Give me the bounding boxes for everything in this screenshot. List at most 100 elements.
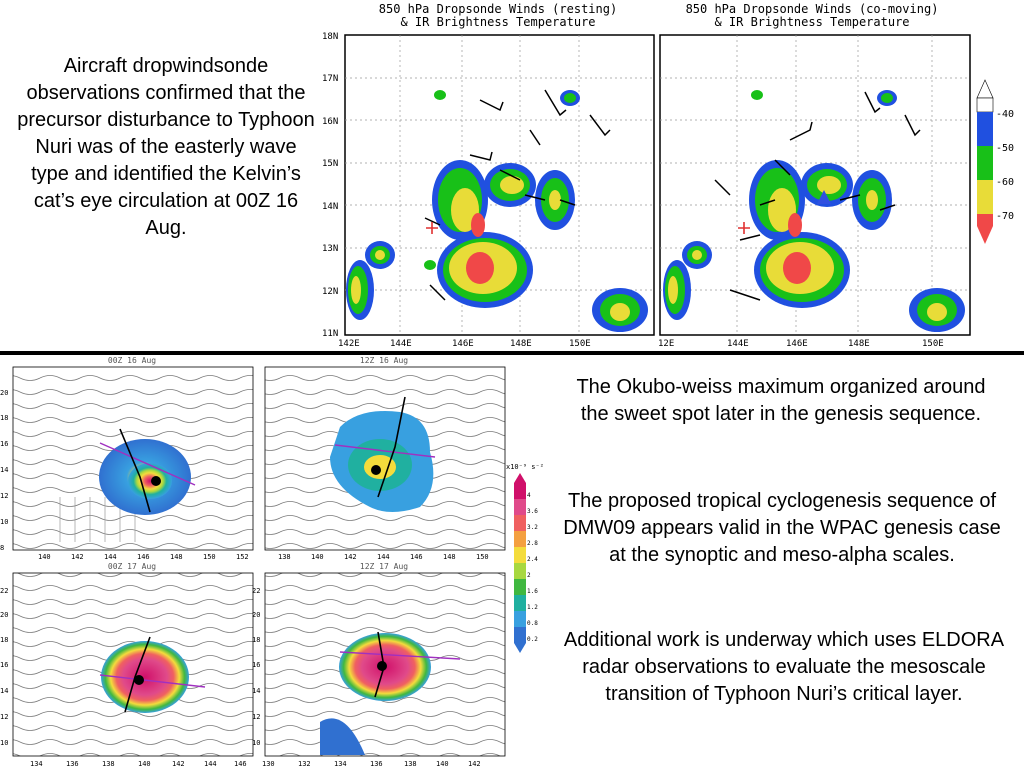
svg-text:150E: 150E [569, 339, 591, 349]
svg-text:11N: 11N [322, 329, 338, 339]
intro-paragraph: Aircraft dropwindsonde observations conf… [17, 55, 315, 239]
svg-text:x10⁻⁹ s⁻²: x10⁻⁹ s⁻² [506, 463, 544, 471]
svg-text:146: 146 [234, 760, 247, 768]
ow-colorbar-swatch [514, 483, 526, 499]
svg-text:22: 22 [0, 587, 8, 595]
proposed-paragraph: The proposed tropical cyclogenesis seque… [563, 490, 1001, 566]
svg-text:00Z 17 Aug: 00Z 17 Aug [108, 562, 156, 571]
svg-text:138: 138 [278, 553, 291, 561]
ir-colorbar: C -40 -50 -60 -70 [976, 79, 1014, 244]
svg-text:142: 142 [344, 553, 357, 561]
svg-text:0.2: 0.2 [527, 636, 538, 643]
ir-right-panel [659, 34, 971, 336]
ow-colorbar-swatch [514, 547, 526, 563]
svg-text:20: 20 [0, 611, 8, 619]
stream-panel3-xticks: 134 136 138 140 142 144 146 [30, 760, 247, 768]
svg-text:12Z 17 Aug: 12Z 17 Aug [360, 562, 408, 571]
svg-text:144: 144 [377, 553, 390, 561]
ir-figure: 850 hPa Dropsonde Winds (resting) & IR B… [322, 2, 1014, 349]
svg-text:2.4: 2.4 [527, 556, 538, 563]
svg-text:-70: -70 [996, 211, 1014, 222]
ir-right-title1: 850 hPa Dropsonde Winds (co-moving) [686, 2, 939, 16]
svg-text:17N: 17N [322, 74, 338, 84]
svg-text:138: 138 [404, 760, 417, 768]
svg-text:14: 14 [252, 687, 260, 695]
svg-text:14: 14 [0, 466, 8, 474]
ow-colorbar-swatch [514, 627, 526, 643]
ir-right-xticks: 12E 144E 146E 148E 150E [658, 339, 944, 349]
svg-text:142: 142 [172, 760, 185, 768]
svg-text:12: 12 [0, 713, 8, 721]
svg-text:12E: 12E [658, 339, 674, 349]
svg-text:144: 144 [204, 760, 217, 768]
svg-text:2.8: 2.8 [527, 540, 538, 547]
ir-right-title2: & IR Brightness Temperature [714, 15, 909, 29]
svg-text:152: 152 [236, 553, 249, 561]
ow-colorbar-swatch [514, 611, 526, 627]
svg-text:146E: 146E [452, 339, 474, 349]
svg-text:10: 10 [0, 518, 8, 526]
ir-left-panel [344, 34, 655, 336]
svg-text:10: 10 [252, 739, 260, 747]
section-divider [0, 351, 1024, 355]
svg-text:10: 10 [0, 739, 8, 747]
svg-text:00Z 16 Aug: 00Z 16 Aug [108, 357, 156, 365]
svg-text:148: 148 [170, 553, 183, 561]
svg-text:144E: 144E [727, 339, 749, 349]
svg-text:3.2: 3.2 [527, 524, 538, 531]
svg-text:-50: -50 [996, 143, 1014, 154]
ow-colorbar-swatch [514, 531, 526, 547]
stream-panel-00z16aug: 00Z 16 Aug 20 18 16 14 12 10 8 140 142 1… [0, 357, 254, 561]
additional-paragraph: Additional work is underway which uses E… [563, 629, 1005, 705]
svg-text:22: 22 [252, 587, 260, 595]
svg-text:140: 140 [38, 553, 51, 561]
ow-colorbar-swatch [514, 563, 526, 579]
ir-right-wind-barbs [714, 91, 921, 301]
svg-text:134: 134 [30, 760, 43, 768]
stream-panel4-yticks: 22 20 18 16 14 12 10 [252, 587, 260, 747]
stream-panel4-xticks: 130 132 134 136 138 140 142 [262, 760, 481, 768]
svg-text:15N: 15N [322, 159, 338, 169]
okubo-paragraph: The Okubo-weiss maximum organized around… [576, 376, 986, 425]
svg-text:144E: 144E [390, 339, 412, 349]
svg-text:0.8: 0.8 [527, 620, 538, 627]
svg-text:144: 144 [104, 553, 117, 561]
ow-colorbar-swatch [514, 595, 526, 611]
svg-text:3.6: 3.6 [527, 508, 538, 515]
svg-text:150E: 150E [922, 339, 944, 349]
svg-text:148: 148 [443, 553, 456, 561]
ow-colorbar: x10⁻⁹ s⁻² 4 3.6 3.2 2.8 2.4 2 1.6 1.2 0.… [506, 463, 544, 653]
svg-text:18N: 18N [322, 32, 338, 42]
svg-text:148E: 148E [510, 339, 532, 349]
ir-left-center-marker [426, 222, 438, 234]
svg-text:146: 146 [137, 553, 150, 561]
svg-text:13N: 13N [322, 244, 338, 254]
svg-text:14N: 14N [322, 202, 338, 212]
svg-text:134: 134 [334, 760, 347, 768]
svg-text:16: 16 [0, 661, 8, 669]
svg-text:12N: 12N [322, 287, 338, 297]
svg-text:140: 140 [436, 760, 449, 768]
stream-panel-00z17aug: 00Z 17 Aug 22 20 18 16 14 12 10 134 136 … [0, 562, 254, 768]
ir-right-center-marker [738, 222, 750, 234]
ir-left-clouds [346, 90, 648, 332]
ow-colorbar-bottom-cap [514, 643, 526, 653]
svg-text:140: 140 [138, 760, 151, 768]
svg-text:18: 18 [252, 636, 260, 644]
ow-colorbar-swatch [514, 499, 526, 515]
ow-colorbar-swatch [514, 579, 526, 595]
stream-panel1-yticks: 20 18 16 14 12 10 8 [0, 389, 8, 552]
svg-text:20: 20 [0, 389, 8, 397]
ir-left-wind-barbs [424, 89, 611, 301]
svg-text:132: 132 [298, 760, 311, 768]
svg-text:-60: -60 [996, 177, 1014, 188]
svg-text:142: 142 [71, 553, 84, 561]
svg-text:2: 2 [527, 572, 531, 579]
svg-text:1.2: 1.2 [527, 604, 538, 611]
stream-panel-12z17aug: 12Z 17 Aug 22 20 18 16 14 12 10 130 132 … [252, 562, 506, 768]
ir-left-title2: & IR Brightness Temperature [400, 15, 595, 29]
svg-text:130: 130 [262, 760, 275, 768]
svg-text:8: 8 [0, 544, 4, 552]
ow-colorbar-swatch [514, 515, 526, 531]
svg-text:16N: 16N [322, 117, 338, 127]
